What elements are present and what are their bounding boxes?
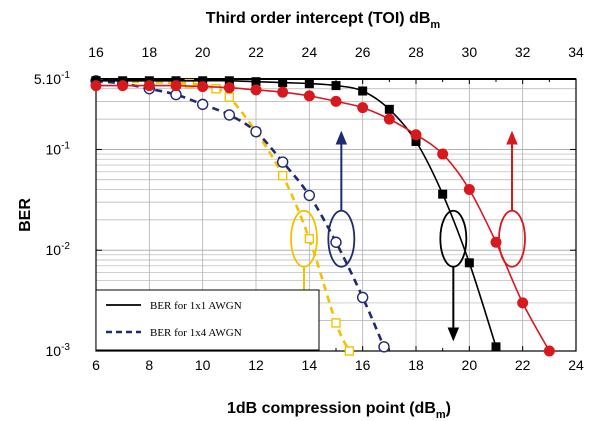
top-axis-title: Third order intercept (TOI) dBm xyxy=(206,10,441,31)
data-point-circle xyxy=(356,291,369,304)
y-tick-label: 5.10-1 xyxy=(34,70,71,87)
top-tick-label: 20 xyxy=(195,44,211,60)
x-tick-label: 18 xyxy=(408,357,424,373)
top-tick-label: 30 xyxy=(462,44,478,60)
y-tick-exponent: -1 xyxy=(61,70,70,81)
data-point-circle xyxy=(276,156,289,168)
data-point-square xyxy=(331,81,341,91)
data-point-square xyxy=(184,78,195,89)
top-tick-label: 26 xyxy=(355,44,371,60)
data-point-square xyxy=(438,189,448,199)
series-line xyxy=(96,79,497,348)
data-point-square xyxy=(384,104,394,114)
data-point-circle xyxy=(330,236,342,248)
y-axis-title: BER xyxy=(17,198,34,232)
legend: BER for 1x1 AWGN BER for 1x4 AWGN xyxy=(95,289,320,351)
data-point-circle xyxy=(143,80,155,92)
top-tick-label: 34 xyxy=(568,44,584,60)
top-tick-label: 24 xyxy=(302,44,318,60)
legend-box xyxy=(95,289,320,351)
x-tick-label: 6 xyxy=(92,357,100,373)
data-point-circle xyxy=(223,109,236,121)
annotation-arrow-head xyxy=(335,130,348,145)
data-point-square xyxy=(491,342,501,352)
data-point-square xyxy=(304,79,314,89)
x-tick-label: 12 xyxy=(248,357,264,373)
legend-label-1x1: BER for 1x1 AWGN xyxy=(150,300,242,312)
data-point-circle xyxy=(250,125,262,138)
data-point-circle xyxy=(437,148,449,160)
legend-label-1x4: BER for 1x4 AWGN xyxy=(150,327,242,339)
x-tick-label: 14 xyxy=(302,357,318,373)
x-tick-label: 20 xyxy=(462,357,478,373)
top-tick-label: 32 xyxy=(515,44,531,60)
data-point-circle xyxy=(250,84,262,96)
tick-marks: 6 8 10 12 14 16 18 20 22 24 16 18 20 22 24 26 28 30 32 34 5.… xyxy=(34,44,584,373)
data-point-circle xyxy=(378,341,390,353)
data-point-circle xyxy=(410,129,422,141)
data-point-circle xyxy=(223,82,235,94)
x-tick-label: 8 xyxy=(145,357,153,373)
y-tick-label: 10-2 xyxy=(46,241,71,258)
data-point-square xyxy=(211,84,221,94)
y-tick-exponent: -2 xyxy=(61,241,70,252)
y-tick-label: 10-1 xyxy=(46,140,71,157)
y-tick-label: 10-3 xyxy=(46,342,71,359)
annotation-arrow-head xyxy=(506,130,518,145)
y-tick-base: 5.10 xyxy=(34,71,61,87)
data-point-square xyxy=(358,86,368,96)
x-tick-label: 24 xyxy=(568,357,584,373)
top-tick-label: 18 xyxy=(142,44,158,60)
y-tick-exponent: -1 xyxy=(61,140,70,151)
data-point-square xyxy=(464,258,474,268)
x-tick-label: 10 xyxy=(195,357,211,373)
data-point-circle xyxy=(357,102,369,114)
y-tick-base: 10 xyxy=(46,141,62,157)
data-point-square xyxy=(278,78,288,88)
data-point-circle xyxy=(383,113,395,125)
x-axis-title-sub: m xyxy=(436,409,446,421)
data-point-circle xyxy=(90,80,102,92)
series-group xyxy=(90,75,555,357)
data-point-circle xyxy=(463,184,475,196)
y-tick-exponent: -3 xyxy=(61,342,70,353)
data-point-circle xyxy=(197,81,209,93)
data-point-circle xyxy=(170,88,182,101)
data-point-square xyxy=(331,318,341,328)
annotation-arrow-head xyxy=(447,327,460,342)
data-point-circle xyxy=(303,189,316,202)
data-point-circle xyxy=(170,80,182,92)
top-tick-label: 16 xyxy=(88,44,104,60)
data-point-circle xyxy=(330,95,342,107)
x-tick-label: 16 xyxy=(355,357,371,373)
data-point-square xyxy=(224,92,235,102)
x-axis-title-tail: ) xyxy=(446,400,451,417)
y-tick-base: 10 xyxy=(46,242,62,258)
data-point-circle xyxy=(117,80,129,92)
data-point-circle xyxy=(277,86,289,98)
data-point-circle xyxy=(543,345,555,357)
data-point-circle xyxy=(517,297,529,309)
data-point-square xyxy=(304,234,315,244)
top-tick-label: 22 xyxy=(248,44,264,60)
x-tick-label: 22 xyxy=(515,357,531,373)
data-point-square xyxy=(277,170,288,181)
top-tick-label: 28 xyxy=(408,44,424,60)
x-axis-title: 1dB compression point (dBm) xyxy=(227,400,451,421)
y-tick-base: 10 xyxy=(46,343,62,359)
data-point-circle xyxy=(303,90,315,102)
top-axis-title-sub: m xyxy=(430,19,440,31)
data-point-square xyxy=(344,346,355,356)
data-point-circle xyxy=(196,98,209,111)
